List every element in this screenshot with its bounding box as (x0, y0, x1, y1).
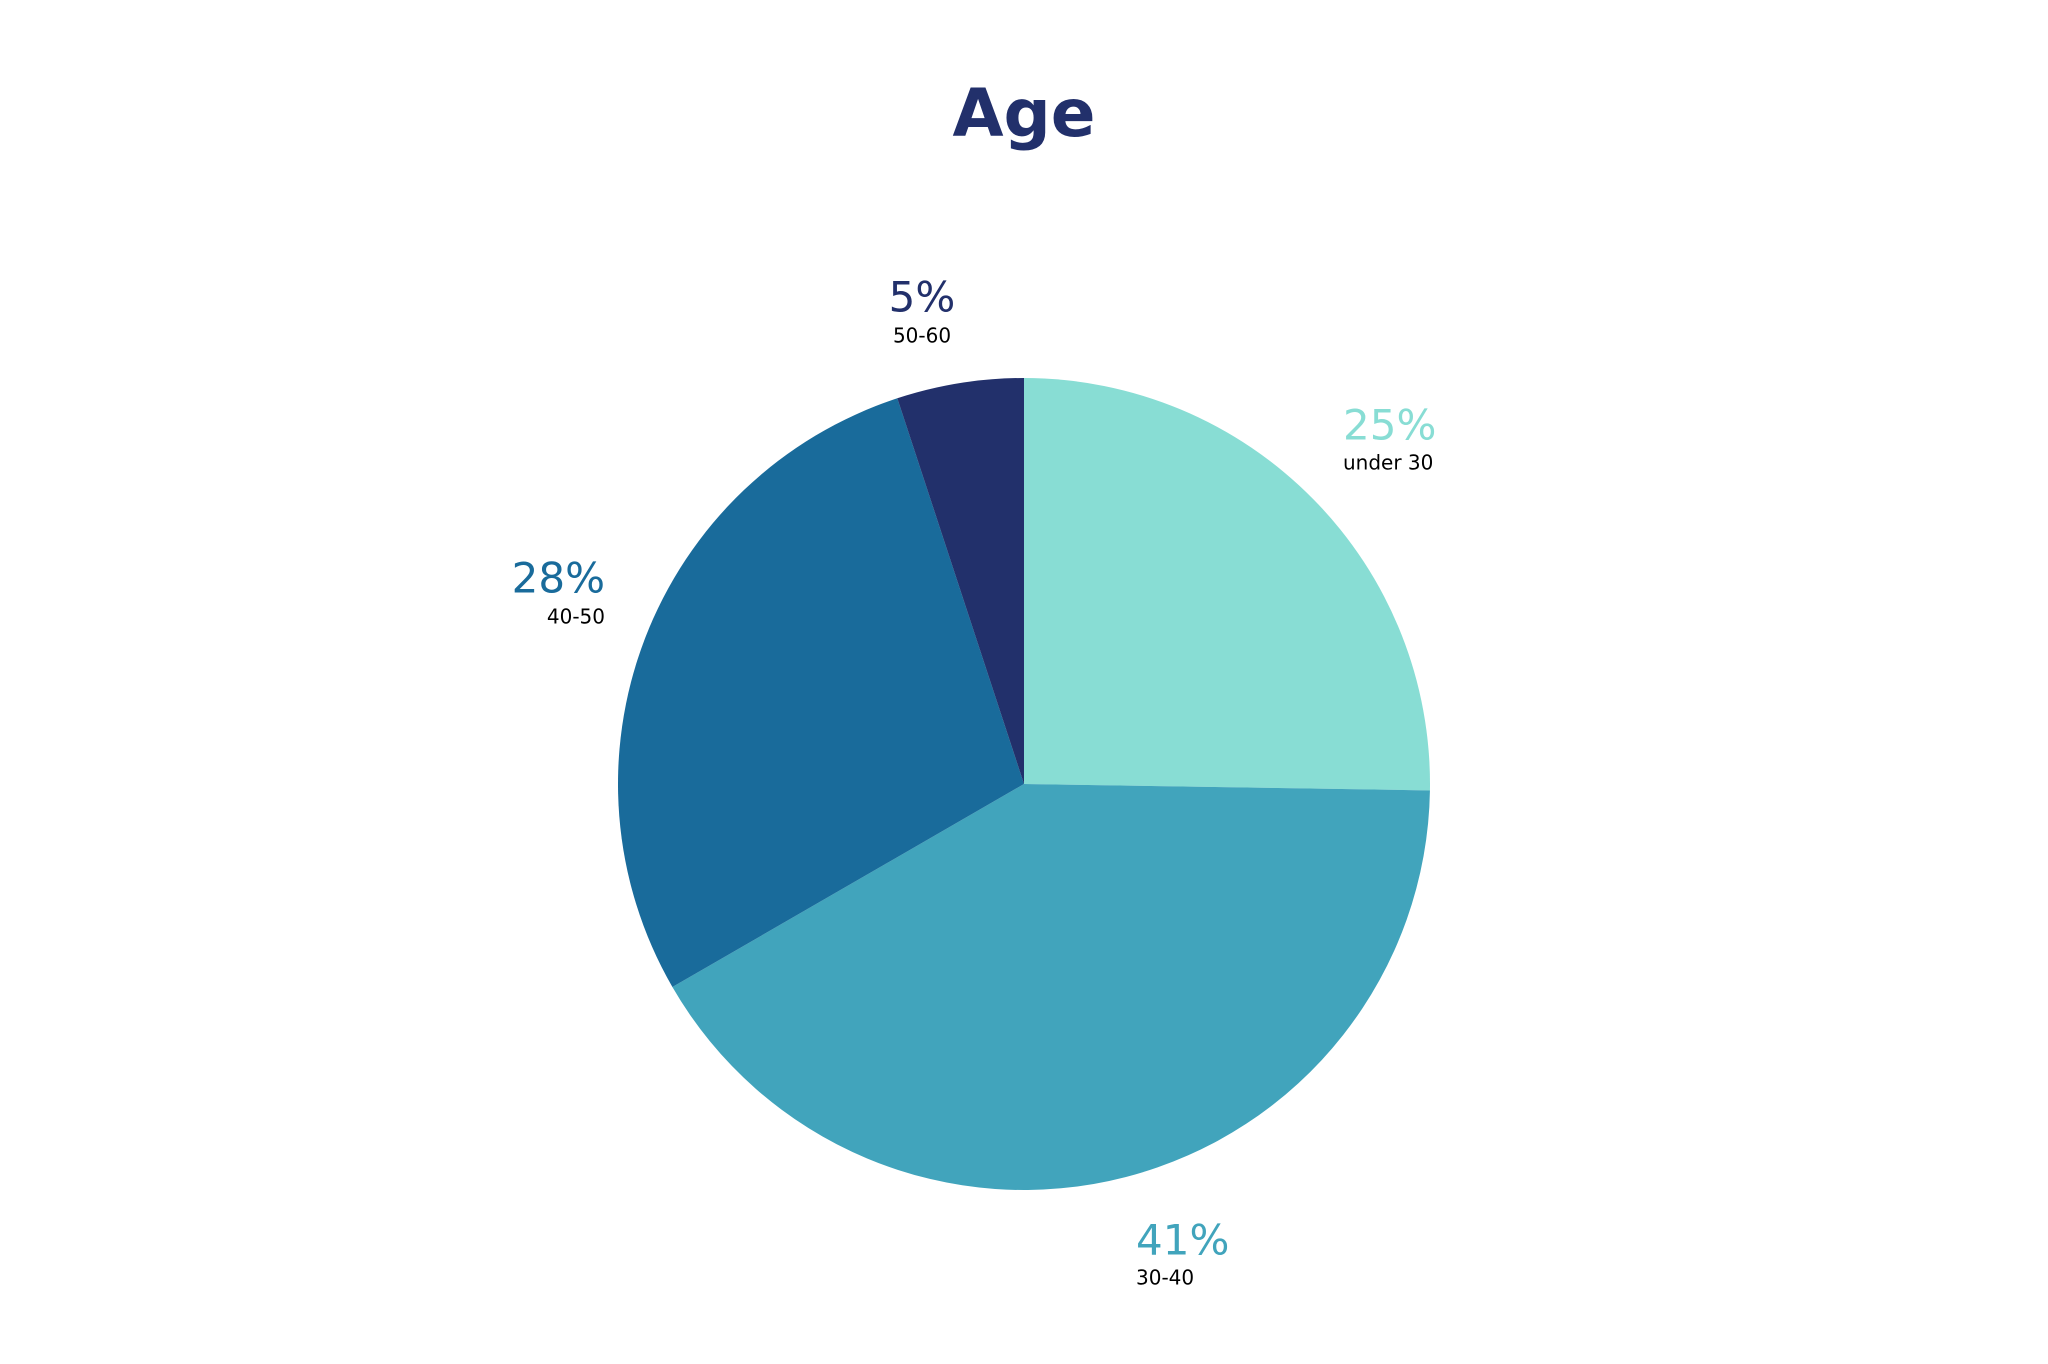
pie-slice (618, 398, 1024, 987)
category-label: 40-50 (547, 605, 605, 629)
category-label: under 30 (1343, 451, 1433, 475)
pie-slice (1024, 378, 1430, 791)
pie-slice (672, 784, 1430, 1190)
pie-slice (897, 378, 1024, 784)
category-label: 50-60 (893, 324, 951, 348)
value-label: 41% (1136, 1216, 1229, 1265)
value-label: 25% (1343, 401, 1436, 450)
category-label: 30-40 (1136, 1266, 1194, 1290)
value-label: 28% (512, 554, 605, 603)
chart-title: Age (952, 75, 1095, 152)
value-label: 5% (889, 273, 956, 322)
